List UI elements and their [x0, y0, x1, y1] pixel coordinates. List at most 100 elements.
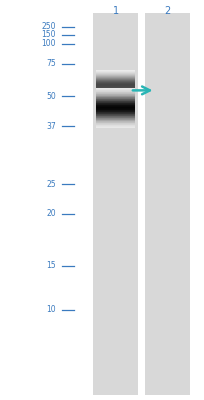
- Bar: [96, 72, 134, 73]
- Bar: [96, 103, 134, 104]
- Bar: [96, 122, 134, 123]
- Bar: [96, 106, 134, 108]
- Bar: [96, 94, 134, 95]
- Bar: [96, 97, 134, 98]
- Bar: [93, 13, 137, 395]
- Bar: [96, 87, 134, 88]
- Bar: [96, 110, 134, 111]
- Bar: [96, 100, 134, 101]
- Bar: [96, 114, 134, 115]
- Bar: [96, 112, 134, 113]
- Bar: [96, 70, 134, 71]
- Text: 1: 1: [112, 6, 118, 16]
- Bar: [96, 83, 134, 84]
- Bar: [96, 102, 134, 103]
- Bar: [96, 124, 134, 125]
- Bar: [96, 108, 134, 110]
- Bar: [96, 71, 134, 72]
- Bar: [96, 105, 134, 106]
- Bar: [96, 81, 134, 82]
- Bar: [96, 76, 134, 77]
- Bar: [96, 92, 134, 93]
- Bar: [96, 89, 134, 90]
- Bar: [96, 101, 134, 102]
- Bar: [96, 121, 134, 122]
- Bar: [96, 106, 134, 107]
- Bar: [96, 84, 134, 85]
- Bar: [96, 77, 134, 78]
- Bar: [96, 97, 134, 98]
- Bar: [96, 90, 134, 91]
- Bar: [96, 95, 134, 96]
- Text: 50: 50: [46, 92, 55, 101]
- Bar: [96, 90, 134, 91]
- Bar: [96, 84, 134, 85]
- Bar: [96, 93, 134, 94]
- Bar: [96, 85, 134, 86]
- Bar: [96, 70, 134, 71]
- Bar: [96, 125, 134, 126]
- Bar: [96, 96, 134, 97]
- Bar: [96, 81, 134, 82]
- Bar: [96, 112, 134, 113]
- Text: 37: 37: [46, 122, 55, 131]
- Bar: [145, 13, 189, 395]
- Bar: [96, 111, 134, 112]
- Bar: [96, 119, 134, 120]
- Bar: [96, 91, 134, 92]
- Text: 2: 2: [164, 6, 170, 16]
- Bar: [96, 90, 134, 91]
- Bar: [96, 100, 134, 101]
- Bar: [96, 104, 134, 105]
- Bar: [96, 99, 134, 100]
- Bar: [96, 117, 134, 118]
- Text: 100: 100: [41, 39, 55, 48]
- Text: 250: 250: [41, 22, 55, 31]
- Bar: [96, 93, 134, 94]
- Bar: [96, 75, 134, 76]
- Bar: [96, 123, 134, 124]
- Bar: [96, 101, 134, 102]
- Bar: [96, 99, 134, 100]
- Bar: [96, 105, 134, 106]
- Bar: [96, 88, 134, 89]
- Text: 15: 15: [46, 261, 55, 270]
- Bar: [96, 88, 134, 89]
- Bar: [96, 103, 134, 104]
- Text: 25: 25: [46, 180, 55, 188]
- Bar: [96, 115, 134, 116]
- Bar: [96, 108, 134, 109]
- Bar: [96, 97, 134, 98]
- Bar: [96, 77, 134, 78]
- Bar: [96, 114, 134, 115]
- Bar: [96, 127, 134, 128]
- Bar: [96, 95, 134, 96]
- Bar: [96, 78, 134, 79]
- Bar: [96, 91, 134, 92]
- Bar: [96, 116, 134, 117]
- Bar: [96, 73, 134, 74]
- Bar: [96, 82, 134, 83]
- Text: 150: 150: [41, 30, 55, 39]
- Bar: [96, 118, 134, 119]
- Bar: [96, 75, 134, 76]
- Bar: [96, 125, 134, 126]
- Bar: [96, 89, 134, 90]
- Bar: [96, 86, 134, 87]
- Bar: [96, 109, 134, 110]
- Bar: [96, 113, 134, 114]
- Text: 10: 10: [46, 305, 55, 314]
- Bar: [96, 74, 134, 75]
- Bar: [96, 95, 134, 96]
- Bar: [96, 93, 134, 94]
- Bar: [96, 94, 134, 95]
- Bar: [96, 107, 134, 108]
- Bar: [96, 120, 134, 121]
- Bar: [96, 80, 134, 81]
- Bar: [96, 92, 134, 93]
- Bar: [96, 96, 134, 97]
- Bar: [96, 82, 134, 83]
- Text: 20: 20: [46, 210, 55, 218]
- Bar: [96, 99, 134, 100]
- Bar: [96, 110, 134, 111]
